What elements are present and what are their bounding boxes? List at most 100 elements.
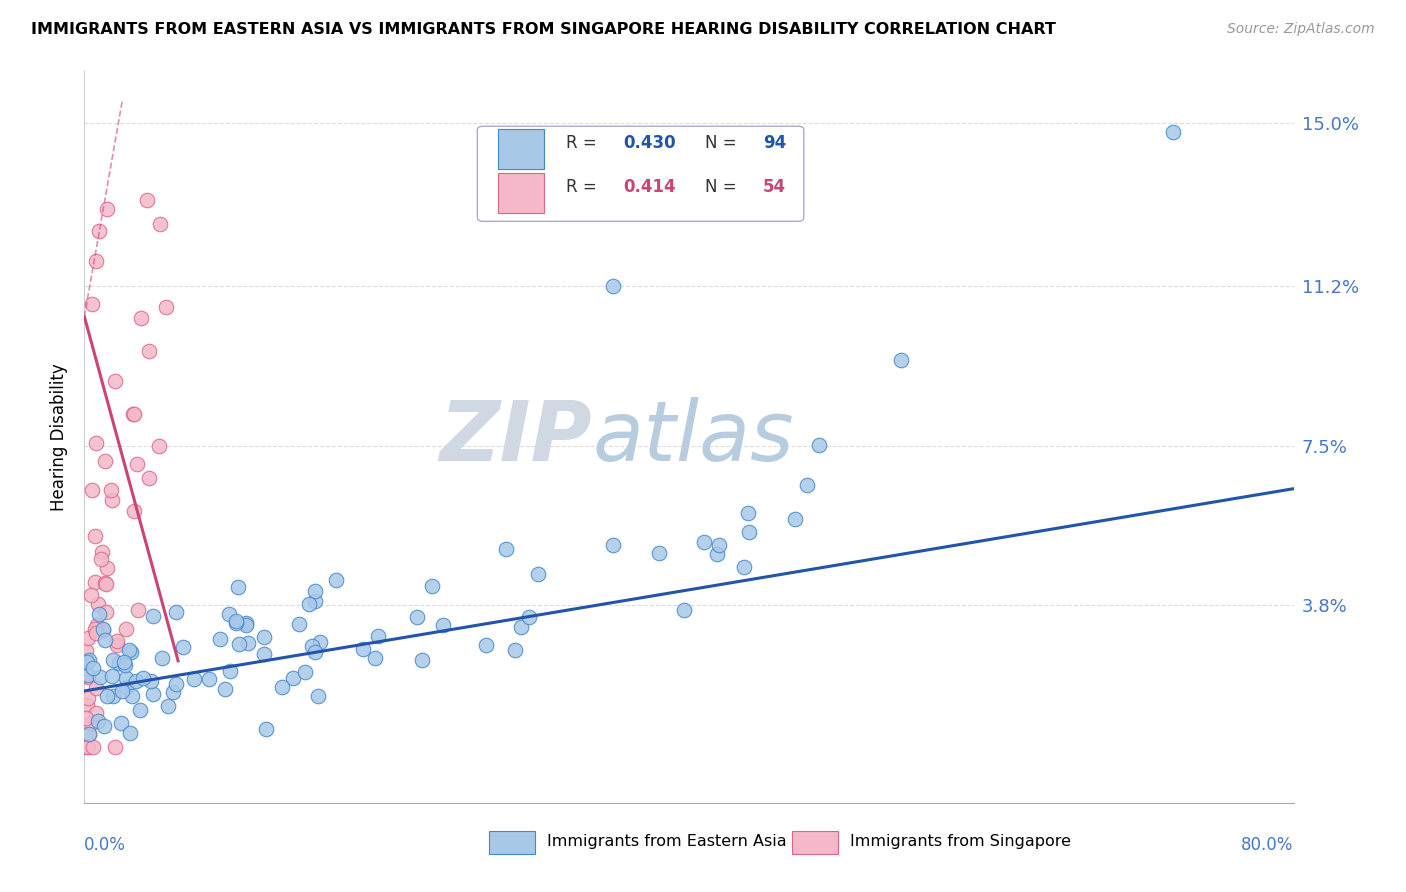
Point <box>228 637 250 651</box>
Point <box>86 253 108 268</box>
Point <box>75 739 97 754</box>
Point <box>297 597 319 611</box>
Point <box>118 642 141 657</box>
Point <box>325 573 347 587</box>
FancyBboxPatch shape <box>489 830 536 854</box>
FancyBboxPatch shape <box>498 173 544 213</box>
Point <box>253 648 276 662</box>
Point <box>120 726 142 740</box>
Point <box>218 665 240 679</box>
Point <box>87 607 110 621</box>
Point <box>142 609 165 624</box>
Point <box>84 681 107 695</box>
Text: ZIP: ZIP <box>440 397 592 477</box>
Point <box>121 689 143 703</box>
Point <box>108 657 131 671</box>
Point <box>90 545 112 559</box>
Point <box>87 597 110 611</box>
Point <box>105 638 128 652</box>
Point <box>672 602 695 616</box>
Point <box>138 343 160 358</box>
FancyBboxPatch shape <box>478 126 804 221</box>
Point <box>148 439 170 453</box>
Point <box>94 577 117 591</box>
Point <box>411 653 433 667</box>
Point <box>101 653 124 667</box>
Point <box>807 438 830 452</box>
Point <box>75 667 97 681</box>
Point <box>104 739 127 754</box>
Point <box>364 650 387 665</box>
Text: R =: R = <box>565 178 602 196</box>
Point <box>129 310 152 325</box>
Text: Immigrants from Eastern Asia: Immigrants from Eastern Asia <box>547 834 787 849</box>
Point <box>111 683 134 698</box>
Point <box>475 638 498 652</box>
Point <box>76 691 98 706</box>
Point <box>84 575 107 590</box>
Point <box>510 620 533 634</box>
Point <box>527 566 550 581</box>
Point <box>783 512 806 526</box>
Point <box>406 610 429 624</box>
Point <box>304 583 326 598</box>
Point <box>104 374 127 388</box>
Point <box>84 626 107 640</box>
Point <box>142 687 165 701</box>
Point <box>890 352 912 367</box>
Point <box>80 588 103 602</box>
Point <box>96 202 118 216</box>
Point <box>796 478 818 492</box>
Point <box>76 698 98 712</box>
Y-axis label: Hearing Disability: Hearing Disability <box>51 363 69 511</box>
Point <box>103 689 125 703</box>
Point <box>495 542 517 557</box>
Point <box>86 618 108 632</box>
Point <box>110 716 132 731</box>
Point <box>77 653 100 667</box>
Text: N =: N = <box>704 135 741 153</box>
Point <box>214 681 236 696</box>
Point <box>162 685 184 699</box>
Point <box>281 671 304 685</box>
Point <box>127 457 149 471</box>
Point <box>165 677 187 691</box>
Point <box>141 674 163 689</box>
Point <box>294 665 316 680</box>
Point <box>304 594 326 608</box>
Point <box>254 723 277 737</box>
Point <box>86 706 108 721</box>
Point <box>602 538 624 552</box>
Point <box>150 651 173 665</box>
Point <box>693 534 716 549</box>
Point <box>96 689 118 703</box>
Point <box>226 580 249 594</box>
Point <box>602 279 624 293</box>
Point <box>112 655 135 669</box>
Point <box>132 671 155 685</box>
Point <box>105 634 128 648</box>
Point <box>96 605 118 619</box>
Point <box>91 622 114 636</box>
Point <box>80 715 103 730</box>
Point <box>648 546 671 560</box>
Point <box>77 739 100 754</box>
Point <box>96 561 118 575</box>
Point <box>77 631 100 645</box>
Point <box>120 645 142 659</box>
Point <box>236 636 259 650</box>
Point <box>83 529 105 543</box>
Point <box>183 672 205 686</box>
FancyBboxPatch shape <box>498 128 544 169</box>
Point <box>86 436 108 450</box>
Point <box>198 672 221 686</box>
Point <box>738 524 761 539</box>
Text: 80.0%: 80.0% <box>1241 836 1294 854</box>
Point <box>225 614 247 628</box>
Point <box>420 579 443 593</box>
Point <box>94 632 117 647</box>
Point <box>76 655 98 669</box>
Point <box>737 506 759 520</box>
Text: 0.430: 0.430 <box>624 135 676 153</box>
Point <box>128 702 150 716</box>
